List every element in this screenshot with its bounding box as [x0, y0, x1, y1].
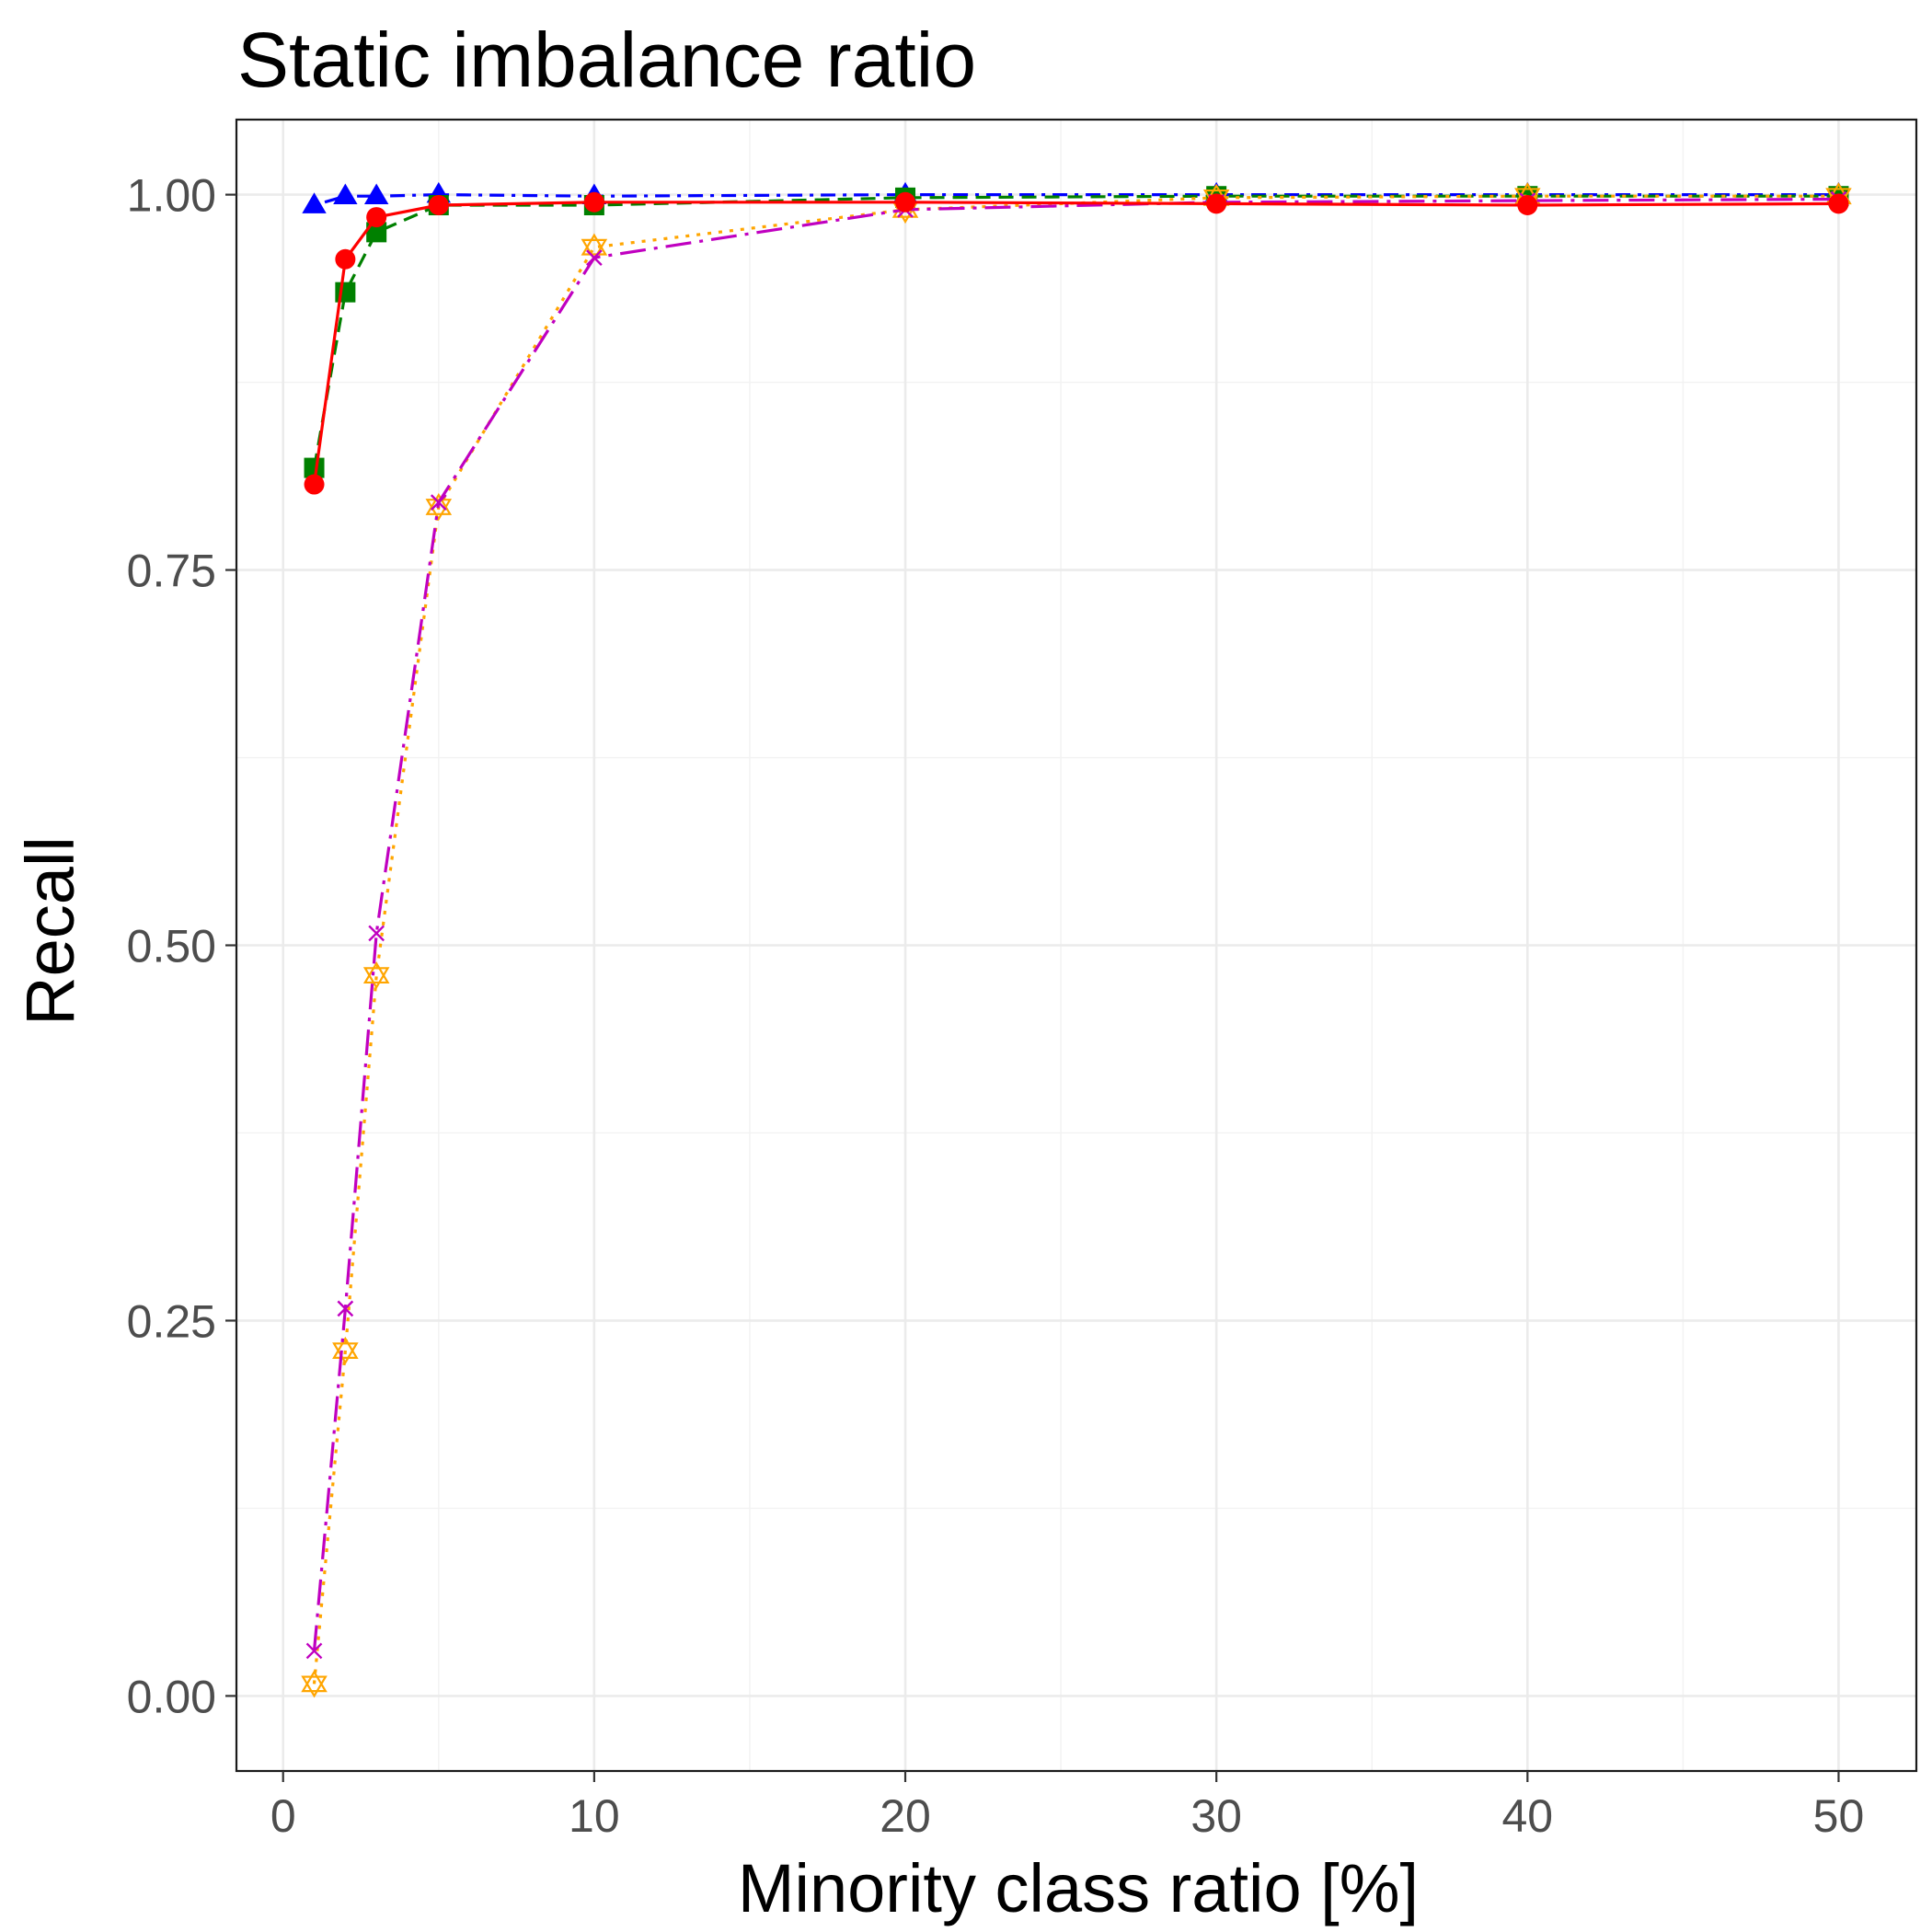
y-axis-title: Recall [12, 836, 88, 1026]
x-tick-label: 20 [880, 1790, 931, 1842]
axes: 0 10 20 30 40 50 0.00 0.25 0.50 0.75 1.00 [127, 170, 1865, 1842]
circle-marker [895, 191, 916, 213]
series-layer [301, 181, 1852, 1698]
circle-marker [366, 207, 387, 228]
circle-marker [1828, 193, 1849, 214]
y-tick-label: 0.00 [127, 1671, 216, 1722]
star-marker [581, 238, 608, 261]
star-marker [362, 967, 390, 990]
square-marker [366, 222, 387, 243]
y-tick-label: 0.50 [127, 921, 216, 972]
star-marker [362, 960, 390, 984]
circle-marker [304, 474, 325, 495]
circle-marker [428, 195, 449, 216]
square-marker [304, 457, 325, 478]
star-marker [301, 1675, 328, 1698]
circle-marker [1206, 193, 1227, 214]
x-marker [368, 925, 385, 942]
x-marker [305, 1642, 323, 1660]
x-axis-title: Minority class ratio [%] [738, 1850, 1419, 1926]
x-tick-label: 40 [1502, 1790, 1554, 1842]
star-marker [301, 1670, 328, 1693]
circle-marker [335, 248, 356, 270]
star-marker [581, 233, 608, 256]
circle-marker [583, 191, 604, 213]
x-tick-label: 50 [1813, 1790, 1865, 1842]
y-tick-label: 1.00 [127, 170, 216, 222]
series-5 [304, 191, 1849, 495]
y-tick-label: 0.25 [127, 1295, 216, 1347]
triangle-marker [302, 192, 327, 213]
triangle-marker [363, 183, 389, 205]
series-line [312, 194, 1839, 1685]
x-tick-label: 30 [1190, 1790, 1242, 1842]
star-marker [332, 1336, 359, 1359]
x-marker [430, 494, 447, 511]
circle-marker [1517, 195, 1538, 216]
x-tick-label: 10 [569, 1790, 620, 1842]
x-marker [586, 249, 603, 266]
triangle-marker [333, 183, 358, 205]
x-marker [337, 1300, 354, 1317]
star-marker [425, 492, 453, 515]
chart-title: Static imbalance ratio [237, 17, 976, 103]
x-tick-label: 0 [270, 1790, 296, 1842]
grid [236, 120, 1916, 1771]
y-tick-label: 0.75 [127, 546, 216, 597]
square-marker [335, 282, 356, 303]
star-marker [332, 1342, 359, 1365]
